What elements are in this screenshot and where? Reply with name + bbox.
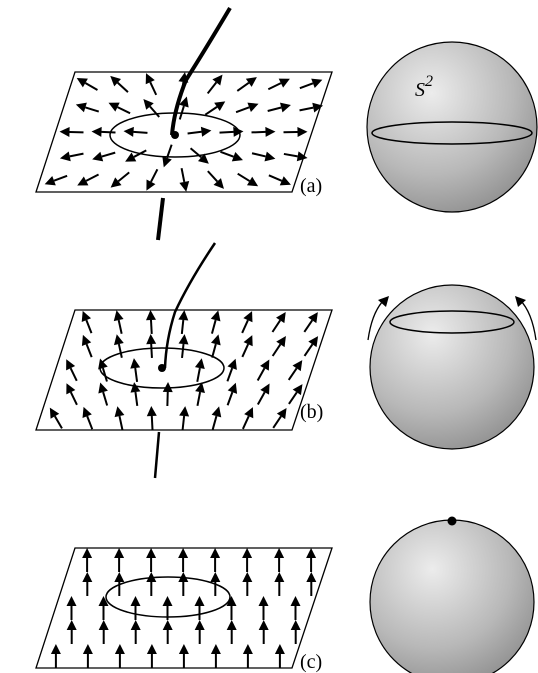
pole-dot <box>448 517 457 526</box>
panel-label: (a) <box>300 175 322 197</box>
panel-label: (c) <box>300 651 322 673</box>
panel-label: (b) <box>300 401 323 423</box>
vortex-line <box>155 432 159 478</box>
sphere <box>367 42 537 212</box>
sphere <box>370 285 534 449</box>
sphere-label-sup: 2 <box>425 73 433 90</box>
sphere-label-base: S <box>415 79 425 101</box>
drawing <box>36 8 332 668</box>
arrow-shaft <box>220 132 234 133</box>
sphere <box>370 520 534 673</box>
arrow-shaft <box>151 344 152 358</box>
arrow-shaft <box>152 416 153 430</box>
arrow-shaft <box>102 132 116 133</box>
figure: S2 (a) (b) (c) <box>0 0 538 673</box>
arrow-shaft <box>151 320 152 334</box>
vortex-line <box>158 198 163 240</box>
arrow-shaft <box>134 132 148 133</box>
